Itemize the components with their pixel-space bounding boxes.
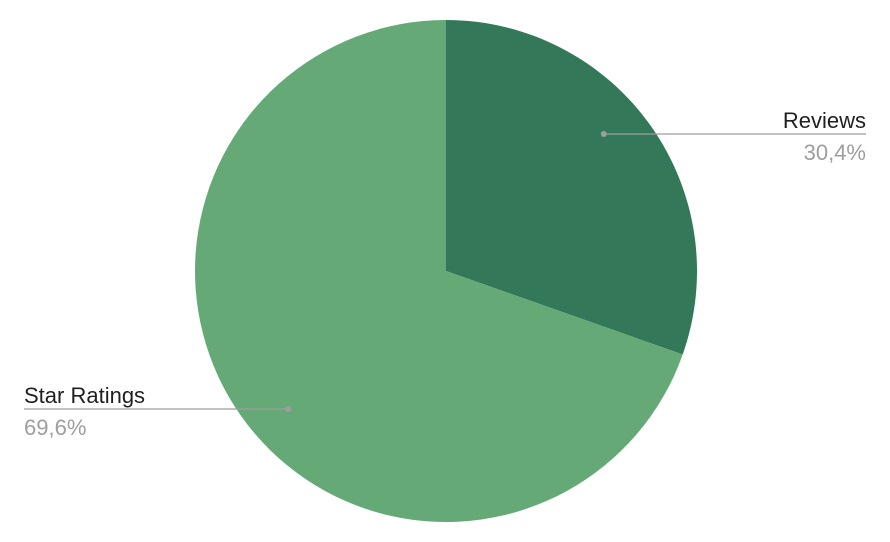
pie-slices [195,20,698,522]
slice-percentage: 30,4% [804,140,866,165]
pie-slice-reviews[interactable] [446,20,698,355]
slice-callouts: Reviews 30,4% Star Ratings 69,6% [24,108,866,440]
slice-label: Star Ratings [24,383,145,408]
slice-percentage: 69,6% [24,415,86,440]
callout-dot [600,131,607,137]
callout-dot [285,406,292,412]
pie-slice-star-ratings[interactable] [195,20,683,522]
slice-label: Reviews [783,108,866,133]
